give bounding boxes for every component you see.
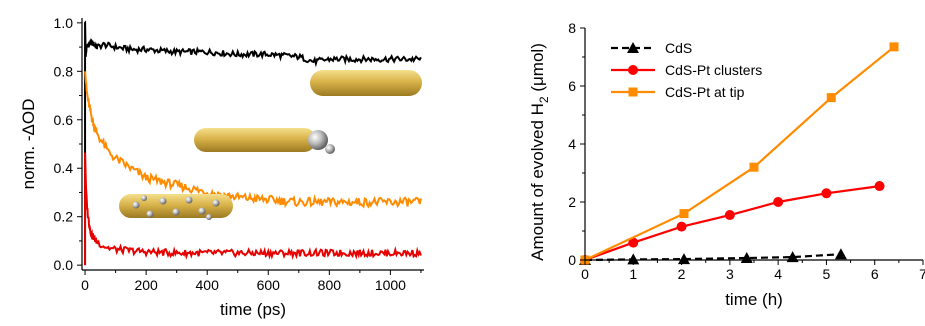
data-point <box>786 251 799 263</box>
x-tick-label: 6 <box>871 266 879 282</box>
series-line-1 <box>584 185 880 262</box>
x-tick-label: 4 <box>774 266 782 282</box>
x-tick-label: 0 <box>581 266 589 282</box>
series-line-2 <box>584 46 895 261</box>
hydrogen-evolution-chart: 0 1 2 3 4 5 6 7 0 2 4 6 8 time (h) Amount of evolved H… <box>528 20 925 309</box>
y-tick-label: 1.0 <box>54 15 74 31</box>
y-tick-label: 0.8 <box>54 63 74 79</box>
y-axis-title: norm. -ΔOD <box>19 99 38 190</box>
data-point <box>826 93 836 103</box>
y-axis-title: Amount of evolved H2 (μmol) <box>528 43 551 261</box>
series-line-2 <box>84 152 422 266</box>
data-point <box>773 197 784 207</box>
x-tick-label: 400 <box>196 277 220 293</box>
legend-label-1: CdS-Pt clusters <box>665 62 762 78</box>
data-point <box>749 162 759 172</box>
x-tick-label: 5 <box>823 266 831 282</box>
y-tick-label: 4 <box>568 136 576 152</box>
data-point <box>679 209 689 219</box>
y-tick-label: 2 <box>568 194 576 210</box>
x-axis-title: time (h) <box>725 290 783 309</box>
y-tick-label: 0.0 <box>54 257 74 273</box>
data-point <box>628 237 639 248</box>
x-tick-label: 0 <box>81 277 89 293</box>
data-point <box>874 181 885 192</box>
x-tick-label: 200 <box>134 277 158 293</box>
y-tick-label: 0.2 <box>54 209 74 225</box>
data-point <box>889 42 899 52</box>
data-point <box>677 253 690 265</box>
tip-pt-nanorod-image <box>194 128 335 154</box>
y-tick-label: 8 <box>568 20 576 36</box>
data-point <box>834 248 847 260</box>
data-point <box>821 188 832 199</box>
x-tick-label: 1000 <box>375 277 406 293</box>
x-tick-label: 3 <box>726 266 734 282</box>
y-tick-label: 6 <box>568 78 576 94</box>
legend-label-0: CdS <box>665 40 692 56</box>
bare-nanorod-image <box>310 70 422 96</box>
y-tick-label: 0.4 <box>54 160 74 176</box>
data-point <box>676 221 687 232</box>
x-tick-label: 600 <box>257 277 281 293</box>
legend-marker-0 <box>627 42 639 53</box>
x-tick-label: 7 <box>919 266 925 282</box>
legend-marker-2 <box>628 87 638 97</box>
x-tick-label: 1 <box>629 266 637 282</box>
x-axis-title: time (ps) <box>220 300 286 319</box>
legend-label-2: CdS-Pt at tip <box>665 84 745 100</box>
series-line-0 <box>584 253 841 262</box>
x-tick-label: 800 <box>318 277 342 293</box>
series-line-1 <box>84 71 422 209</box>
transient-absorption-chart: 0 200 400 600 800 1000 0.0 0.2 0.4 0.6 0.8 1.0 time … <box>19 15 424 319</box>
y-tick-label: 0.6 <box>54 112 74 128</box>
legend-marker-1 <box>628 65 638 75</box>
x-tick-label: 2 <box>678 266 686 282</box>
data-point <box>627 253 640 265</box>
pt-cluster-nanorod-image <box>119 194 233 220</box>
series-line-0 <box>84 20 422 266</box>
data-point <box>724 210 735 221</box>
y-tick-label: 0 <box>568 252 576 268</box>
